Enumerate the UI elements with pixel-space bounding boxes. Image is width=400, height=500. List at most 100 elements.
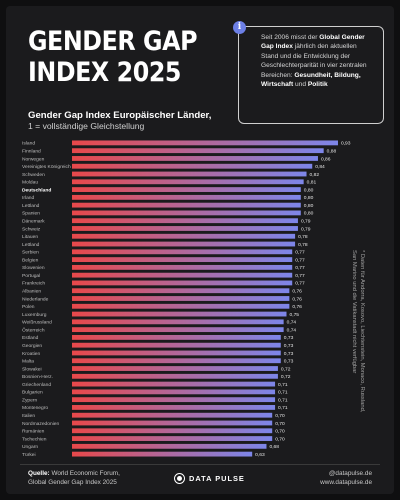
value-label: 0,78 xyxy=(298,234,308,240)
value-label: 0,78 xyxy=(298,242,308,248)
bar xyxy=(72,241,296,247)
bar xyxy=(72,366,278,371)
value-label: 0,63 xyxy=(255,452,265,458)
bar xyxy=(72,171,307,177)
value-label: 0,77 xyxy=(295,273,305,279)
title-line-2: INDEX 2025 xyxy=(28,57,182,88)
value-label: 0,73 xyxy=(284,335,294,341)
value-label: 0,80 xyxy=(304,195,314,201)
category-label: Griechenland xyxy=(22,382,51,388)
value-label: 0,71 xyxy=(278,405,288,411)
category-label: Island xyxy=(22,141,35,147)
data-note: * Daten für Andorra, Kosovo, Liechtenste… xyxy=(350,250,366,470)
bar xyxy=(72,420,273,426)
value-label: 0,74 xyxy=(287,320,297,326)
value-label: 0,79 xyxy=(301,218,311,224)
bar-chart: Island 0,93 Finnland 0,88 Norwegen 0,86 Verein… xyxy=(22,140,351,458)
bar xyxy=(72,319,284,325)
bar xyxy=(72,327,284,333)
category-label: Rumänien xyxy=(22,429,45,435)
category-label: Lettland xyxy=(22,242,40,248)
value-label: 0,71 xyxy=(278,390,288,396)
category-label: Ungarn xyxy=(22,444,38,450)
bar xyxy=(72,257,293,263)
value-label: 0,81 xyxy=(307,180,317,186)
category-label: Dänemark xyxy=(22,218,45,224)
value-label: 0,80 xyxy=(304,203,314,209)
bar xyxy=(72,272,293,278)
value-label: 0,79 xyxy=(301,226,311,232)
category-label: Frankreich xyxy=(22,281,45,287)
category-label: Schweden xyxy=(22,172,45,178)
category-label: Spanien xyxy=(22,211,40,217)
category-label: Polen xyxy=(22,304,35,310)
category-label: Tschechien xyxy=(22,436,47,442)
info-text-4: Gesundheit, Bildung, Wirtschaft xyxy=(261,71,361,89)
value-label: 0,80 xyxy=(304,187,314,193)
bar xyxy=(72,428,273,434)
value-label: 0,76 xyxy=(292,304,302,310)
value-label: 0,70 xyxy=(275,436,285,442)
bar xyxy=(72,202,301,208)
category-label: Kroatien xyxy=(22,351,40,357)
category-label: Portugal xyxy=(22,273,40,279)
bar xyxy=(72,405,276,410)
value-label: 0,72 xyxy=(281,366,291,372)
bar xyxy=(72,303,290,309)
category-label: Türkei xyxy=(22,452,36,458)
info-text-5: und xyxy=(293,81,308,89)
infographic-card: GENDER GAP INDEX 2025 i Seit 2006 misst … xyxy=(6,6,394,494)
page-title: GENDER GAP INDEX 2025 xyxy=(28,26,204,88)
category-label: Finnland xyxy=(22,148,41,154)
category-label: Moldau xyxy=(22,180,38,186)
info-text-6: Politik xyxy=(307,81,328,89)
category-label: Zypern xyxy=(22,397,38,403)
category-label: Belgien xyxy=(22,257,39,263)
value-label: 0,72 xyxy=(281,374,291,380)
bar xyxy=(72,233,296,239)
category-label: Serbien xyxy=(22,250,39,256)
bar xyxy=(72,412,273,418)
bar xyxy=(72,288,290,294)
category-label: Slowenien xyxy=(22,265,45,271)
source-label: Quelle: xyxy=(28,470,50,477)
category-label: Albanien xyxy=(22,289,41,295)
value-label: 0,68 xyxy=(269,444,279,450)
info-text-1: Seit 2006 misst der xyxy=(261,34,320,41)
chart-subtitle: Gender Gap Index Europäischer Länder, 1 … xyxy=(28,110,238,132)
value-label: 0,73 xyxy=(284,351,294,357)
info-text-2: Global Gender Gap Index xyxy=(261,34,365,51)
info-icon: i xyxy=(233,21,246,34)
bar xyxy=(72,264,293,270)
handle-instagram[interactable]: @datapulse.de xyxy=(328,470,372,477)
category-label: Nordmazedonien xyxy=(22,421,60,427)
bar xyxy=(72,156,318,161)
value-label: 0,75 xyxy=(290,312,300,318)
value-label: 0,82 xyxy=(310,172,320,178)
source-note: Quelle: World Economic Forum, Global Gen… xyxy=(28,470,120,487)
value-label: 0,74 xyxy=(287,327,297,333)
category-label: Irland xyxy=(22,195,35,201)
bar xyxy=(72,342,281,348)
category-label: Estland xyxy=(22,335,39,341)
category-label: Georgien xyxy=(22,343,42,349)
source-line-1: World Economic Forum, xyxy=(49,470,120,477)
handle-website[interactable]: www.datapulse.de xyxy=(320,478,372,486)
bar xyxy=(72,389,276,395)
category-label: Lettland xyxy=(22,203,40,209)
category-label: Bulgarien xyxy=(22,390,43,396)
brand-name: DATA PULSE xyxy=(189,474,245,483)
bar xyxy=(72,280,293,286)
bar xyxy=(72,311,287,317)
bar xyxy=(72,226,298,231)
category-label: Italien xyxy=(22,413,35,419)
category-label: Malta xyxy=(22,359,34,365)
bar xyxy=(72,163,313,169)
title-line-1: GENDER GAP xyxy=(28,26,198,57)
subtitle-line-1: Gender Gap Index Europäischer Länder, xyxy=(28,110,212,121)
value-label: 0,76 xyxy=(292,296,302,302)
bar xyxy=(72,210,301,216)
footer-divider xyxy=(20,464,380,465)
value-label: 0,71 xyxy=(278,382,288,388)
value-label: 0,70 xyxy=(275,429,285,435)
